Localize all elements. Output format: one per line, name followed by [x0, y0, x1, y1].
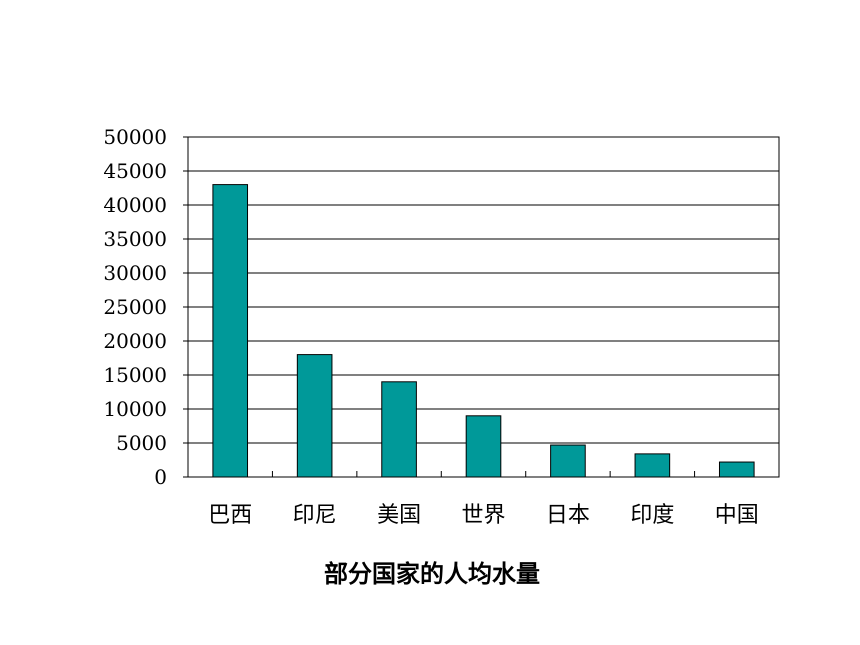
x-tick-label: 中国: [715, 503, 759, 528]
bar: [212, 184, 249, 478]
y-tick-label: 15000: [103, 363, 167, 387]
y-tick-label: 30000: [103, 261, 167, 285]
chart-title: 部分国家的人均水量: [324, 560, 540, 588]
x-tick-label: 印度: [630, 503, 674, 528]
y-tick-label: 35000: [103, 227, 167, 251]
axes: [183, 136, 780, 478]
y-tick-label: 25000: [103, 295, 167, 319]
x-tick-label: 印尼: [293, 503, 337, 528]
y-tick-label: 20000: [103, 329, 167, 353]
bar: [550, 444, 586, 478]
y-tick-label: 50000: [103, 125, 167, 149]
grid-lines: [188, 170, 779, 444]
bar: [465, 415, 502, 478]
y-tick-label: 0: [154, 465, 167, 489]
y-tick-labels: 0 5000 10000 15000 20000 25000 30000 35000 40000…: [103, 125, 167, 489]
y-tick-label: 45000: [103, 159, 167, 183]
bar: [718, 461, 755, 478]
bars: [212, 184, 755, 478]
x-tick-labels: 巴西 印尼 美国 世界 日本 印度 中国: [208, 503, 759, 528]
y-tick-label: 5000: [116, 431, 167, 455]
bar: [381, 381, 417, 478]
x-tick-label: 巴西: [208, 503, 252, 528]
x-tick-label: 世界: [461, 503, 505, 528]
bar: [634, 453, 671, 478]
x-tick-label: 美国: [377, 503, 421, 528]
x-tick-label: 日本: [546, 503, 590, 528]
y-tick-label: 40000: [103, 193, 167, 217]
bar: [296, 354, 333, 478]
y-tick-label: 10000: [103, 397, 167, 421]
